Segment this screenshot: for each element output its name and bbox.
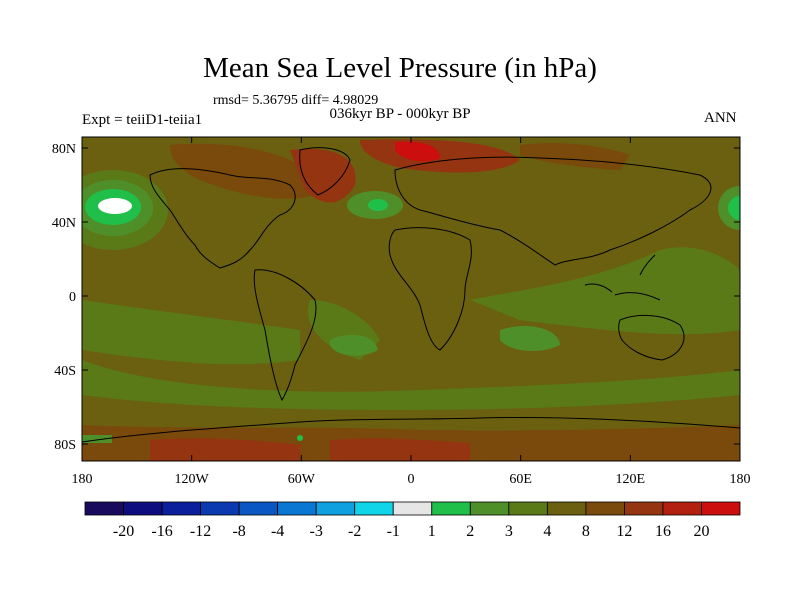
colorbar-swatch	[123, 501, 163, 516]
colorbar-swatch	[200, 501, 240, 516]
map-subtitle: 036kyr BP - 000kyr BP	[329, 106, 471, 122]
lon-tick-label: 60E	[509, 472, 532, 487]
lat-tick-label: 80S	[54, 438, 76, 453]
axis-ticks: 80N 40N 0 40S 80S 180 120W 60W 0 60E 120E 180	[52, 137, 751, 487]
colorbar-swatch	[315, 501, 356, 516]
colorbar-swatch	[469, 501, 510, 516]
colorbar-swatch	[354, 501, 394, 516]
colorbar: -20 -16 -12 -8 -4 -3 -2 -1 1 2 3 4 8 12 16 20	[84, 501, 741, 540]
colorbar-label: 8	[582, 523, 590, 540]
colorbar-label: 16	[655, 523, 671, 540]
lon-tick-label: 0	[408, 472, 415, 487]
lon-tick-label: 180	[730, 472, 751, 487]
colorbar-label: -4	[271, 523, 284, 540]
colorbar-swatch	[508, 501, 548, 516]
lat-tick-label: 40N	[52, 216, 76, 231]
colorbar-label: -2	[348, 523, 361, 540]
colorbar-label: 2	[466, 523, 474, 540]
stats-text: rmsd= 5.36795 diff= 4.98029	[213, 93, 379, 108]
colorbar-label: -20	[113, 523, 134, 540]
colorbar-label: -12	[190, 523, 211, 540]
map-title: Mean Sea Level Pressure (in hPa)	[203, 52, 597, 84]
coastlines	[82, 147, 740, 443]
colorbar-swatch	[238, 501, 279, 516]
lat-tick-label: 40S	[54, 364, 76, 379]
colorbar-label: -1	[387, 523, 400, 540]
colorbar-swatch	[624, 501, 664, 516]
colorbar-swatch	[662, 501, 702, 516]
colorbar-swatch	[546, 501, 587, 516]
colorbar-label: 4	[543, 523, 551, 540]
colorbar-swatch	[392, 501, 433, 516]
colorbar-swatch	[431, 501, 471, 516]
colorbar-swatch	[161, 501, 201, 516]
experiment-label: Expt = teiiD1-teiia1	[82, 112, 203, 128]
lon-tick-label: 180	[72, 472, 93, 487]
colorbar-label: -16	[151, 523, 172, 540]
lon-tick-label: 120E	[616, 472, 646, 487]
colorbar-swatch	[277, 501, 317, 516]
colorbar-swatch	[84, 501, 124, 516]
lon-tick-label: 60W	[288, 472, 316, 487]
colorbar-label: 3	[505, 523, 513, 540]
colorbar-swatch	[701, 501, 741, 516]
lat-tick-label: 0	[69, 290, 76, 305]
colorbar-label: 20	[693, 523, 709, 540]
lat-tick-label: 80N	[52, 142, 76, 157]
season-label: ANN	[704, 110, 737, 126]
lon-tick-label: 120W	[175, 472, 210, 487]
colorbar-swatch	[585, 501, 625, 516]
map-field	[82, 137, 740, 461]
colorbar-label: 12	[616, 523, 632, 540]
colorbar-label: 1	[428, 523, 436, 540]
colorbar-label: -8	[232, 523, 245, 540]
colorbar-label: -3	[310, 523, 323, 540]
